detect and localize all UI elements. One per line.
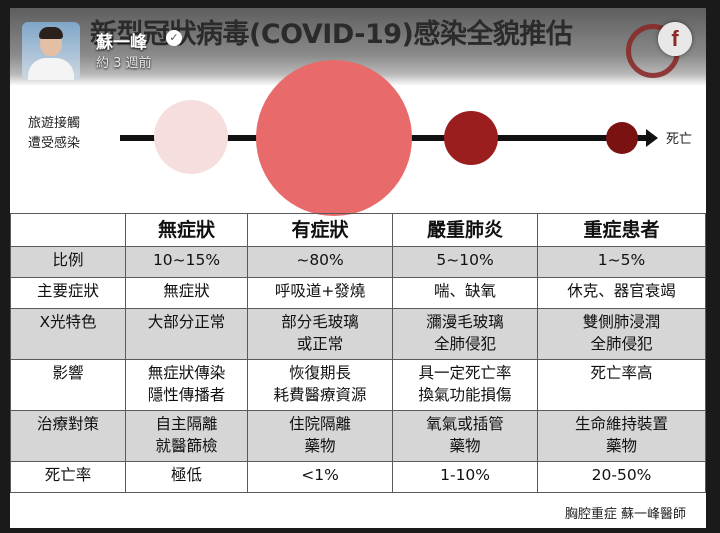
- timeline-start-label: 旅遊接觸 遭受感染: [28, 116, 81, 151]
- row-label: 治療對策: [10, 410, 126, 462]
- infographic-title: 新型冠狀病毒(COVID-19)感染全貌推估: [90, 19, 573, 50]
- table-cell: 喘、缺氧: [392, 277, 539, 309]
- timeline-arrow-icon: [646, 129, 658, 147]
- facebook-icon[interactable]: f: [658, 22, 692, 56]
- cell-line: 大部分正常: [147, 313, 226, 331]
- table-cell: 20-50%: [537, 461, 706, 493]
- cell-line: 1-10%: [440, 466, 491, 484]
- table-cell: 自主隔離 就醫篩檢: [124, 410, 249, 462]
- table-cell: 10~15%: [124, 246, 249, 278]
- table-cell: 瀰漫毛玻璃 全肺侵犯: [392, 308, 539, 360]
- row-label: 比例: [10, 246, 126, 278]
- cell-line: 1~5%: [597, 251, 646, 269]
- post-timestamp[interactable]: 約 3 週前: [96, 56, 152, 71]
- cell-line: 休克、器官衰竭: [567, 282, 676, 300]
- table-cell: 氧氣或插管 藥物: [392, 410, 539, 462]
- cell-line: 換氣功能損傷: [418, 386, 512, 404]
- table-header-row: 無症狀 有症狀 嚴重肺炎 重症患者: [10, 213, 706, 247]
- author-credit: 胸腔重症 蘇一峰醫師: [564, 507, 686, 522]
- poster-name[interactable]: 蘇一峰: [96, 33, 147, 53]
- table-cell: 恢復期長耗費醫療資源: [247, 359, 394, 411]
- cell-line: 死亡率高: [590, 364, 653, 382]
- table-row: 比例 10~15% ~80% 5~10% 1~5%: [10, 246, 706, 278]
- cell-line: 全肺侵犯: [590, 335, 653, 353]
- table-cell: 無症狀: [124, 277, 249, 309]
- table-cell: 部分毛玻璃 或正常: [247, 308, 394, 360]
- cell-line: 雙側肺浸潤: [582, 313, 661, 331]
- table-cell: 極低: [124, 461, 249, 493]
- cell-line: 無症狀: [163, 282, 210, 300]
- table-header: 重症患者: [537, 213, 706, 247]
- row-label: 影響: [10, 359, 126, 411]
- cell-line: 20-50%: [591, 466, 652, 484]
- cell-line: 藥物: [449, 437, 481, 455]
- table-cell: 雙側肺浸潤 全肺侵犯: [537, 308, 706, 360]
- cell-line: 喘、缺氧: [434, 282, 497, 300]
- cell-line: 隱性傳播者: [147, 386, 226, 404]
- table-row: 治療對策 自主隔離 就醫篩檢 住院隔離 藥物 氧氣或插管 藥物 生命維持裝置 藥物: [10, 410, 706, 462]
- row-label: 死亡率: [10, 461, 126, 493]
- table-cell: 生命維持裝置 藥物: [537, 410, 706, 462]
- cell-line: 自主隔離: [155, 415, 218, 433]
- table-cell: 住院隔離 藥物: [247, 410, 394, 462]
- table-cell: <1%: [247, 461, 394, 493]
- avatar[interactable]: [22, 22, 80, 80]
- cell-line: 或正常: [296, 335, 344, 353]
- cell-line: 就醫篩檢: [155, 437, 218, 455]
- post-image: 新型冠狀病毒(COVID-19)感染全貌推估 蘇一峰 ✓ 約 3 週前 f 旅遊…: [10, 8, 706, 528]
- cell-line: ~80%: [296, 251, 344, 269]
- cell-line: 極低: [171, 466, 203, 484]
- cell-line: 全肺侵犯: [434, 335, 497, 353]
- table-cell: 休克、器官衰竭: [537, 277, 706, 309]
- circle-critical: [606, 122, 638, 154]
- circle-asymptomatic: [154, 100, 228, 174]
- timeline-end-label: 死亡: [666, 132, 693, 147]
- row-label: 主要症狀: [10, 277, 126, 309]
- table-header: [10, 213, 126, 247]
- circle-severe-pneumonia: [444, 111, 498, 165]
- table-cell: 大部分正常: [124, 308, 249, 360]
- verified-badge-icon: ✓: [166, 30, 182, 46]
- cell-line: 耗費醫療資源: [273, 386, 367, 404]
- table-cell: 具一定死亡率 換氣功能損傷: [392, 359, 539, 411]
- cell-line: 恢復期長: [289, 364, 352, 382]
- cell-line: 生命維持裝置: [575, 415, 669, 433]
- table-row: 主要症狀 無症狀 呼吸道+發燒 喘、缺氧 休克、器官衰竭: [10, 277, 706, 309]
- progression-diagram: 旅遊接觸 遭受感染 死亡: [10, 60, 706, 216]
- row-label: X光特色: [10, 308, 126, 360]
- table-header: 嚴重肺炎: [392, 213, 539, 247]
- cell-line: 無症狀傳染: [147, 364, 226, 382]
- table-row: 影響 無症狀傳染 隱性傳播者 恢復期長 耗費醫療資源 具一定死亡率 換氣功能損傷 死亡率高: [10, 359, 706, 411]
- table-row: 死亡率 極低 <1% 1-10% 20-50%: [10, 461, 706, 493]
- cell-line: 5~10%: [436, 251, 494, 269]
- cell-line: 呼吸道+發燒: [274, 282, 366, 300]
- circle-symptomatic: [256, 60, 412, 216]
- cell-line: <1%: [301, 466, 339, 484]
- table-cell: 1~5%: [537, 246, 706, 278]
- table-cell: 呼吸道+發燒: [247, 277, 394, 309]
- cell-line: 藥物: [304, 437, 336, 455]
- cell-line: 住院隔離: [289, 415, 352, 433]
- cell-line: 部分毛玻璃: [281, 313, 359, 331]
- cell-line: 藥物: [606, 437, 638, 455]
- table-header: 無症狀: [124, 213, 249, 247]
- cell-line: 具一定死亡率: [418, 364, 512, 382]
- cell-line: 瀰漫毛玻璃: [426, 313, 504, 331]
- cell-line: 10~15%: [152, 251, 221, 269]
- table-row: X光特色 大部分正常 部分毛玻璃 或正常 瀰漫毛玻璃 全肺侵犯 雙側肺浸潤 全肺侵犯: [10, 308, 706, 360]
- cell-line: 氧氣或插管: [426, 415, 504, 433]
- table-cell: 5~10%: [392, 246, 539, 278]
- table-header: 有症狀: [247, 213, 394, 247]
- table-cell: 死亡率高: [537, 359, 706, 411]
- table-cell: 1-10%: [392, 461, 539, 493]
- table-cell: ~80%: [247, 246, 394, 278]
- severity-table: 無症狀 有症狀 嚴重肺炎 重症患者 比例 10~15% ~80% 5~10% 1~5% 主…: [10, 213, 706, 493]
- table-cell: 無症狀傳染隱性傳播者: [124, 359, 249, 411]
